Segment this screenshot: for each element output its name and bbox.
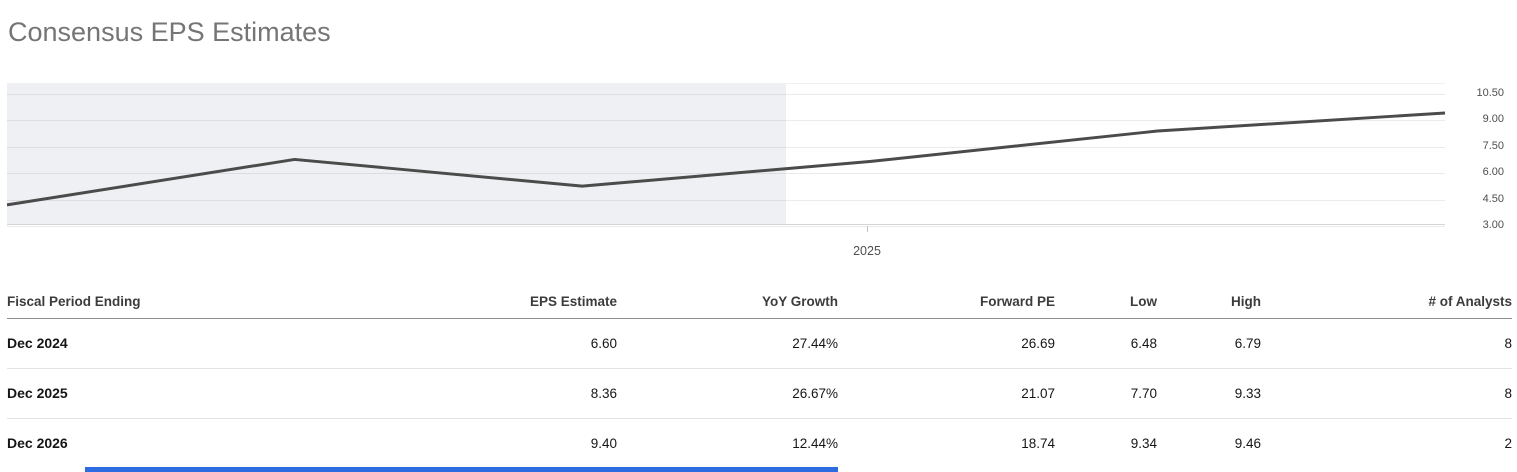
column-header: YoY Growth (617, 286, 838, 319)
chart-plot-area[interactable] (6, 83, 1446, 227)
value-cell: 2 (1504, 435, 1512, 451)
column-header: Forward PE (838, 286, 1055, 319)
value-cell: 8.36 (327, 368, 617, 419)
fiscal-period-cell: Dec 2026 (7, 435, 68, 452)
y-axis-tick-label: 7.50 (1482, 139, 1504, 152)
value-cell: 27.44% (617, 318, 838, 369)
table-header-row: Fiscal Period Ending EPS Estimate YoY Grow… (7, 286, 1512, 319)
eps-line-series (6, 111, 1446, 207)
gridline (7, 120, 1445, 122)
column-header: EPS Estimate (327, 286, 617, 319)
partial-blue-element (85, 467, 838, 472)
eps-estimates-table: Fiscal Period Ending EPS Estimate YoY Grow… (7, 286, 1512, 468)
x-axis-tick-label: 2025 (853, 244, 881, 258)
value-cell: 18.74 (1021, 435, 1055, 451)
x-axis-tick (867, 226, 868, 232)
table-body: Dec 2024 6.60 27.44% 26.69 6.48 6.79 8 Dec 2025… (7, 318, 1512, 468)
table-row: Dec 2025 8.36 26.67% 21.07 7.70 9.33 8 (7, 368, 1512, 419)
value-cell: 26.67% (617, 368, 838, 419)
value-cell: 9.33 (1157, 368, 1261, 419)
y-axis-tick-label: 4.50 (1482, 192, 1504, 205)
column-header: High (1157, 286, 1261, 319)
value-cell: 8 (1261, 368, 1512, 419)
value-cell: 6.60 (327, 318, 617, 369)
y-axis-tick-label: 6.00 (1482, 166, 1504, 179)
y-axis-tick-label: 9.00 (1482, 113, 1504, 126)
value-cell: 6.48 (1055, 318, 1157, 369)
table-header: Fiscal Period Ending EPS Estimate YoY Grow… (7, 286, 1512, 319)
value-cell: 12.44% (792, 435, 838, 451)
value-cell: 9.34 (1130, 435, 1157, 451)
value-cell: 6.79 (1157, 318, 1261, 369)
eps-estimates-chart[interactable]: 2025 10.50 9.00 7.50 6.00 4.50 3.00 (6, 83, 1504, 258)
fiscal-period-cell: Dec 2024 (7, 318, 327, 369)
y-axis-labels: 10.50 9.00 7.50 6.00 4.50 3.00 (1445, 83, 1517, 231)
historical-shaded-region (7, 84, 787, 224)
column-header: # of Analysts (1261, 286, 1512, 319)
page-title: Consensus EPS Estimates (8, 17, 331, 47)
gridline (7, 146, 1445, 148)
table-row: Dec 2024 6.60 27.44% 26.69 6.48 6.79 8 (7, 318, 1512, 369)
gridline (7, 226, 1445, 227)
column-header: Fiscal Period Ending (7, 286, 327, 319)
value-cell: 9.46 (1234, 435, 1261, 451)
value-cell: 26.69 (838, 318, 1055, 369)
gridline (7, 94, 1445, 95)
column-header: Low (1055, 286, 1157, 319)
y-axis-tick-label: 3.00 (1482, 219, 1504, 231)
value-cell: 9.40 (590, 435, 617, 451)
table-row: Dec 2026 9.40 12.44% 18.74 9.34 9.46 2 (7, 418, 1512, 468)
y-axis-tick-label: 10.50 (1476, 87, 1504, 99)
value-cell: 7.70 (1055, 368, 1157, 419)
value-cell: 8 (1261, 318, 1512, 369)
gridline (7, 199, 1445, 201)
value-cell: 21.07 (838, 368, 1055, 419)
fiscal-period-cell: Dec 2025 (7, 368, 327, 419)
